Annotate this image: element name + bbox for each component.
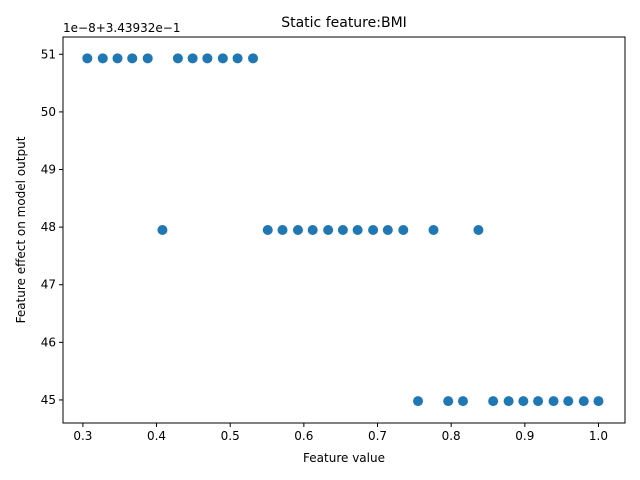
- data-point: [172, 53, 183, 64]
- x-axis-label: Feature value: [303, 451, 385, 465]
- y-axis-label: Feature effect on model output: [14, 136, 28, 323]
- data-point: [398, 225, 409, 235]
- data-point: [428, 225, 439, 235]
- y-tick-label: 45: [41, 393, 56, 407]
- data-point: [413, 396, 424, 407]
- data-point: [593, 396, 604, 407]
- data-point: [277, 225, 288, 235]
- x-tick-label: 1.0: [589, 429, 608, 443]
- plot-frame: [62, 36, 626, 424]
- data-point: [457, 396, 468, 407]
- data-point: [368, 225, 379, 235]
- y-tick-label: 50: [41, 105, 56, 119]
- data-point: [97, 53, 108, 64]
- data-point: [202, 53, 213, 64]
- data-point: [473, 225, 484, 235]
- x-tick-label: 0.8: [442, 429, 461, 443]
- y-axis-offset-label: 1e−8+3.43932e−1: [63, 21, 180, 35]
- y-tick-label: 51: [41, 47, 56, 61]
- data-point: [488, 396, 499, 407]
- chart-title: Static feature:BMI: [281, 15, 407, 31]
- data-point: [352, 225, 363, 235]
- data-point: [262, 225, 273, 235]
- data-point: [443, 396, 454, 407]
- data-point: [217, 53, 228, 64]
- y-tick-label: 49: [41, 163, 56, 177]
- data-point: [157, 225, 168, 235]
- data-point: [232, 53, 243, 64]
- data-point: [307, 225, 318, 235]
- data-point: [323, 225, 334, 235]
- data-point: [518, 396, 529, 407]
- data-point: [503, 396, 514, 407]
- data-points: [82, 53, 604, 407]
- data-point: [337, 225, 348, 235]
- data-point: [382, 225, 393, 235]
- data-point: [533, 396, 544, 407]
- data-point: [112, 53, 123, 64]
- data-point: [548, 396, 559, 407]
- y-axis-ticks: 45 46 47 48 49 50 51: [41, 47, 63, 407]
- x-tick-label: 0.4: [147, 429, 166, 443]
- data-point: [248, 53, 259, 64]
- x-tick-label: 0.5: [221, 429, 240, 443]
- y-tick-label: 47: [41, 278, 56, 292]
- data-point: [82, 53, 93, 64]
- x-tick-label: 0.6: [294, 429, 313, 443]
- data-point: [563, 396, 574, 407]
- x-axis-ticks: 0.3 0.4 0.5 0.6 0.7 0.8 0.9 1.0: [73, 423, 608, 443]
- data-point: [127, 53, 138, 64]
- y-tick-label: 48: [41, 220, 56, 234]
- data-point: [187, 53, 198, 64]
- x-tick-label: 0.3: [73, 429, 92, 443]
- data-point: [142, 53, 153, 64]
- y-tick-label: 46: [41, 335, 56, 349]
- x-tick-label: 0.9: [515, 429, 534, 443]
- x-tick-label: 0.7: [368, 429, 387, 443]
- data-point: [578, 396, 589, 407]
- data-point: [292, 225, 303, 235]
